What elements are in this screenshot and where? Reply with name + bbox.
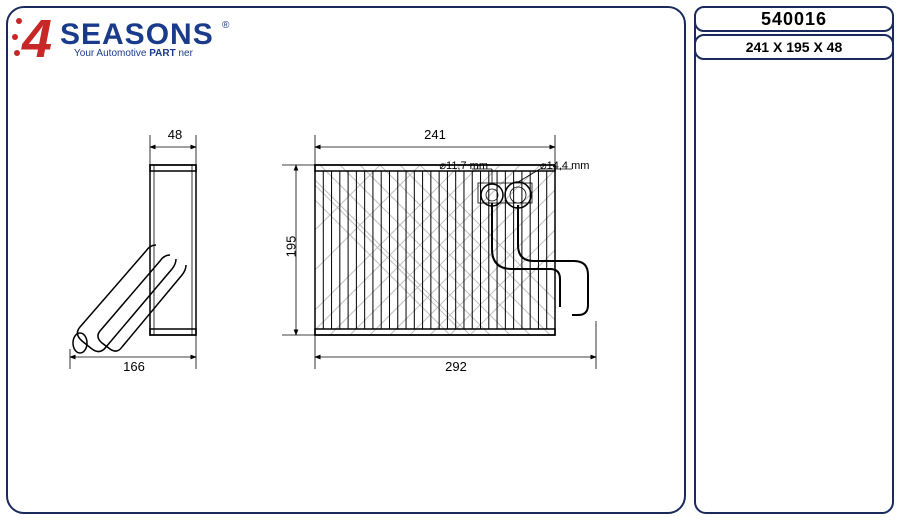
side-panel [694,6,894,514]
logo-numeral: 4 [22,12,52,66]
tagline-pre: Your Automotive [74,48,149,59]
label-front-span: 292 [436,359,476,374]
label-side-width: 48 [160,127,190,142]
label-side-span: 166 [114,359,154,374]
logo-word: SEASONS [60,18,214,52]
label-front-width: 241 [415,127,455,142]
technical-drawing: 48 166 241 292 195 ⌀11,7 mm ⌀14,4 mm [20,125,660,385]
tagline-bold: PART [149,48,175,59]
front-view [260,165,588,345]
logo-registered: ® [222,20,229,31]
brand-logo: 4 SEASONS ® Your Automotive PART ner [22,18,232,78]
tagline-post: ner [176,48,193,59]
label-port1: ⌀11,7 mm [418,159,488,172]
label-height: 195 [284,232,299,262]
label-port2: ⌀14,4 mm [540,159,610,172]
part-number: 540016 [694,6,894,32]
overall-dimensions: 241 X 195 X 48 [694,34,894,60]
logo-tagline: Your Automotive PART ner [74,48,193,59]
side-view [73,165,196,353]
